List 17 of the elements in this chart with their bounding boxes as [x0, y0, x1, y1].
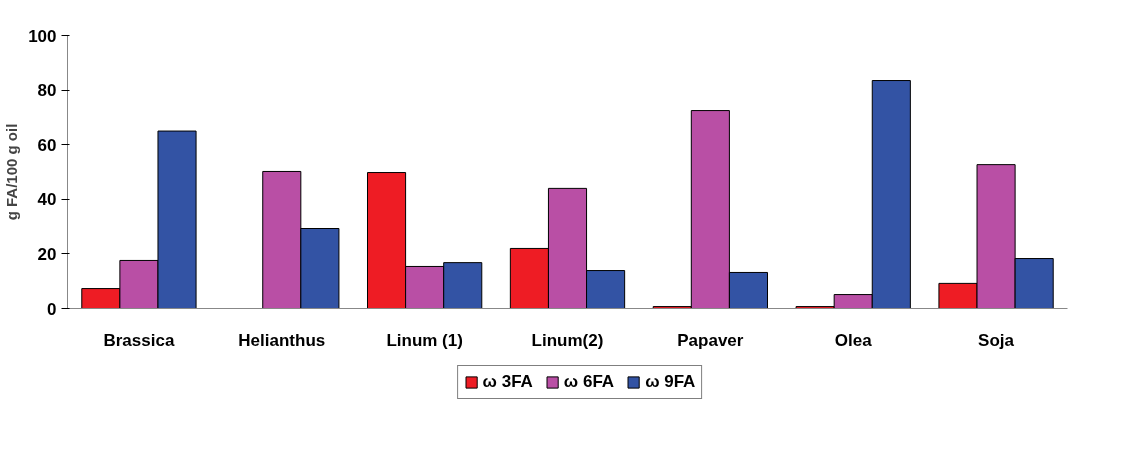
y-tick-label: 60 [37, 135, 57, 155]
legend-label: ω 9FA [645, 372, 696, 392]
x-tick-label: Brassica [103, 330, 175, 350]
x-tick-label: Linum(2) [531, 330, 604, 350]
y-tick-label: 0 [47, 299, 57, 319]
legend-label: ω 3FA [482, 372, 533, 392]
y-tick-label: 40 [37, 190, 57, 210]
x-tick-label: Papaver [677, 330, 744, 350]
x-tick-label: Soja [978, 330, 1015, 350]
y-axis-title: g FA/100 g oil [3, 123, 21, 221]
y-tick-label: 100 [28, 26, 57, 46]
x-tick-label: Helianthus [238, 330, 326, 350]
x-tick-label: Olea [834, 330, 873, 350]
y-tick-label: 20 [37, 244, 57, 264]
x-tick-label: Linum (1) [386, 330, 463, 350]
legend-label: ω 6FA [563, 372, 615, 392]
y-tick-label: 80 [37, 81, 57, 101]
